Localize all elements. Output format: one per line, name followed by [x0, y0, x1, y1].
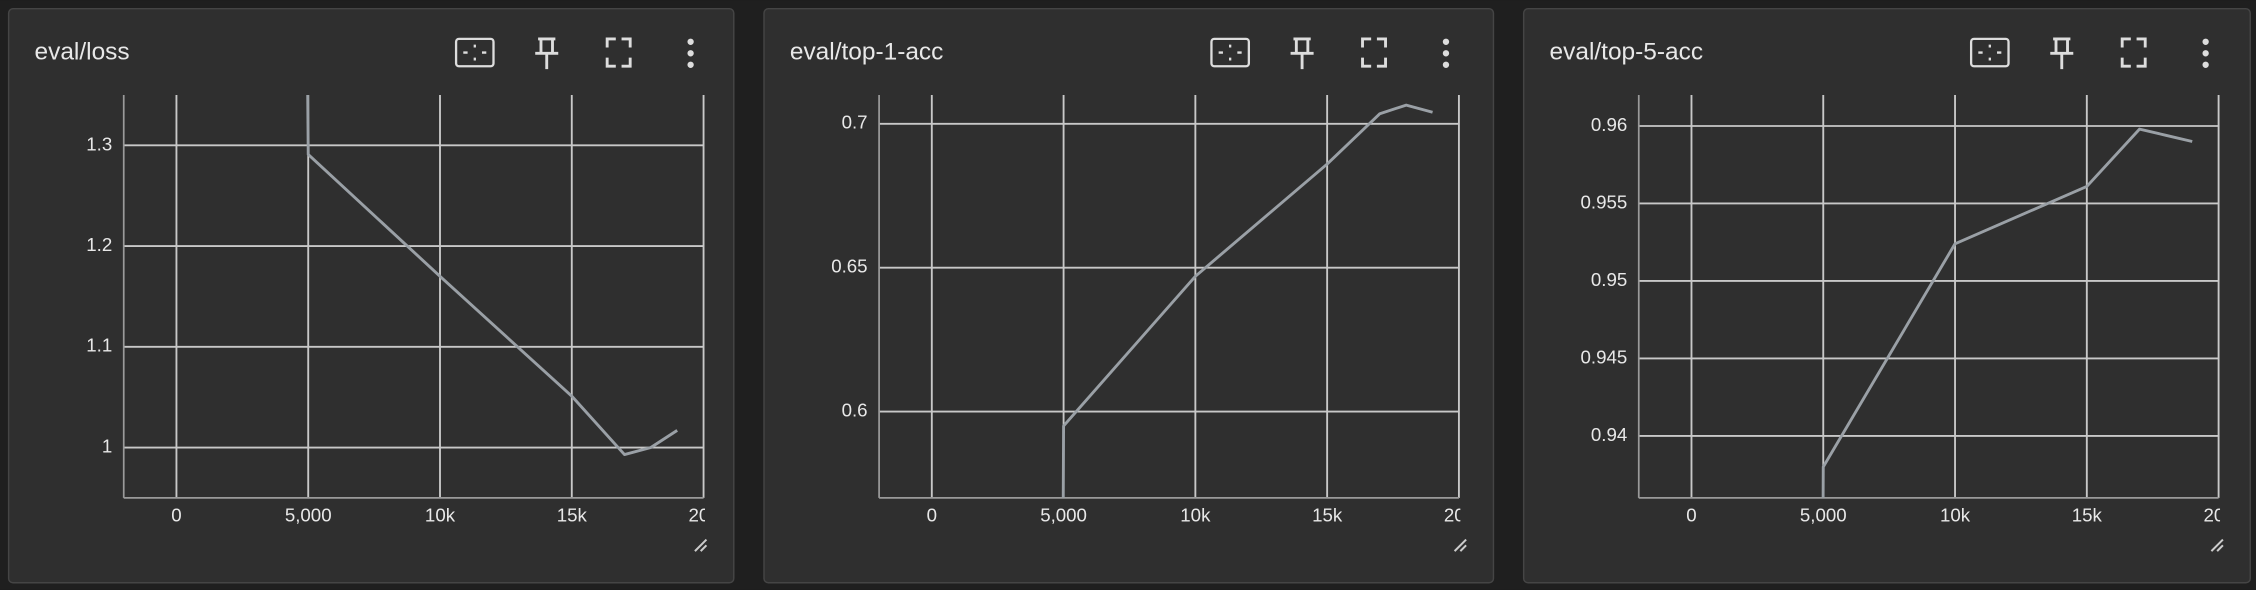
icon — [535, 37, 559, 70]
resize-handle[interactable] — [2210, 538, 2224, 552]
y-tick-label: 0.94 — [1591, 424, 1627, 445]
chart-card: eval/top-5-acc 0.94 0.945 0.95 0.955 0.96 0 5,0… — [1522, 7, 2251, 584]
menu-button[interactable] — [2202, 38, 2209, 68]
icon — [1210, 37, 1251, 68]
x-tick-label: 0 — [927, 505, 937, 526]
x-tick-labels: 0 5,000 10k 15k 20k — [1686, 505, 2235, 526]
data-line — [1821, 127, 2193, 498]
icon — [2120, 37, 2147, 68]
icon — [1978, 44, 2002, 61]
y-tick-label: 0.955 — [1580, 191, 1627, 212]
data-line — [1061, 103, 1433, 498]
x-tick-label: 5,000 — [1040, 505, 1087, 526]
icon — [454, 37, 495, 68]
chart-title: eval/top-5-acc — [1550, 39, 1704, 66]
chart-card: eval/loss 1 1.1 1.2 1.3 0 5,000 10k 15k 20k — [7, 7, 735, 584]
icon — [1442, 50, 1450, 57]
x-tick-label: 10k — [1180, 505, 1211, 526]
x-tick-label: 15k — [1312, 505, 1343, 526]
y-tick-label: 1.3 — [86, 133, 112, 154]
icon — [2050, 37, 2074, 70]
icon — [2202, 61, 2209, 68]
chart-card: eval/top-1-acc 0.6 0.65 0.7 0 5,000 10k 15k 20k — [763, 7, 1495, 584]
card — [1522, 7, 2251, 584]
x-tick-label: 0 — [171, 505, 181, 526]
icon — [463, 44, 487, 61]
y-tick-label: 0.945 — [1580, 346, 1627, 367]
icon — [2202, 38, 2209, 45]
x-tick-label: 5,000 — [285, 505, 332, 526]
pin-button[interactable] — [2050, 37, 2074, 70]
y-tick-label: 0.7 — [842, 112, 868, 133]
icon — [1442, 38, 1450, 45]
card — [7, 7, 735, 584]
icon — [687, 50, 694, 57]
icon — [1218, 44, 1242, 61]
icon — [687, 61, 694, 68]
x-tick-labels: 0 5,000 10k 15k 20k — [927, 505, 1475, 526]
y-tick-label: 0.95 — [1591, 269, 1627, 290]
y-tick-label: 1.2 — [86, 234, 112, 255]
icon — [605, 37, 632, 68]
menu-button[interactable] — [687, 38, 694, 68]
y-tick-label: 0.6 — [842, 399, 868, 420]
fit-domain-button[interactable] — [1210, 37, 1251, 68]
fullscreen-button[interactable] — [605, 37, 632, 68]
card — [763, 7, 1495, 584]
icon — [1361, 37, 1387, 68]
pin-button[interactable] — [535, 37, 559, 70]
resize-handle[interactable] — [694, 538, 708, 552]
y-tick-label: 1.1 — [86, 335, 112, 356]
x-tick-label: 0 — [1686, 505, 1696, 526]
fit-domain-button[interactable] — [1969, 37, 2010, 68]
icon — [1442, 61, 1450, 68]
icon — [1290, 37, 1314, 70]
pin-button[interactable] — [1290, 37, 1314, 70]
x-tick-label: 10k — [425, 505, 456, 526]
icon — [2202, 50, 2209, 57]
chart-title: eval/top-1-acc — [790, 39, 944, 66]
data-line — [306, 95, 678, 456]
x-tick-label: 15k — [557, 505, 588, 526]
x-tick-label: 15k — [2072, 505, 2103, 526]
x-tick-label: 5,000 — [1800, 505, 1847, 526]
fullscreen-button[interactable] — [1361, 37, 1387, 68]
y-tick-label: 0.65 — [831, 256, 867, 277]
x-tick-label: 20k — [1444, 505, 1475, 526]
icon — [1969, 37, 2010, 68]
fit-domain-button[interactable] — [454, 37, 495, 68]
menu-button[interactable] — [1442, 38, 1450, 68]
x-tick-labels: 0 5,000 10k 15k 20k — [171, 505, 719, 526]
resize-handle[interactable] — [1453, 538, 1467, 552]
y-tick-label: 1 — [102, 435, 112, 456]
fullscreen-button[interactable] — [2120, 37, 2147, 68]
icon — [687, 38, 694, 45]
chart-title: eval/loss — [35, 39, 130, 66]
x-tick-label: 10k — [1940, 505, 1971, 526]
x-tick-label: 20k — [688, 505, 719, 526]
y-tick-label: 0.96 — [1591, 114, 1627, 135]
x-tick-label: 20k — [2204, 505, 2235, 526]
